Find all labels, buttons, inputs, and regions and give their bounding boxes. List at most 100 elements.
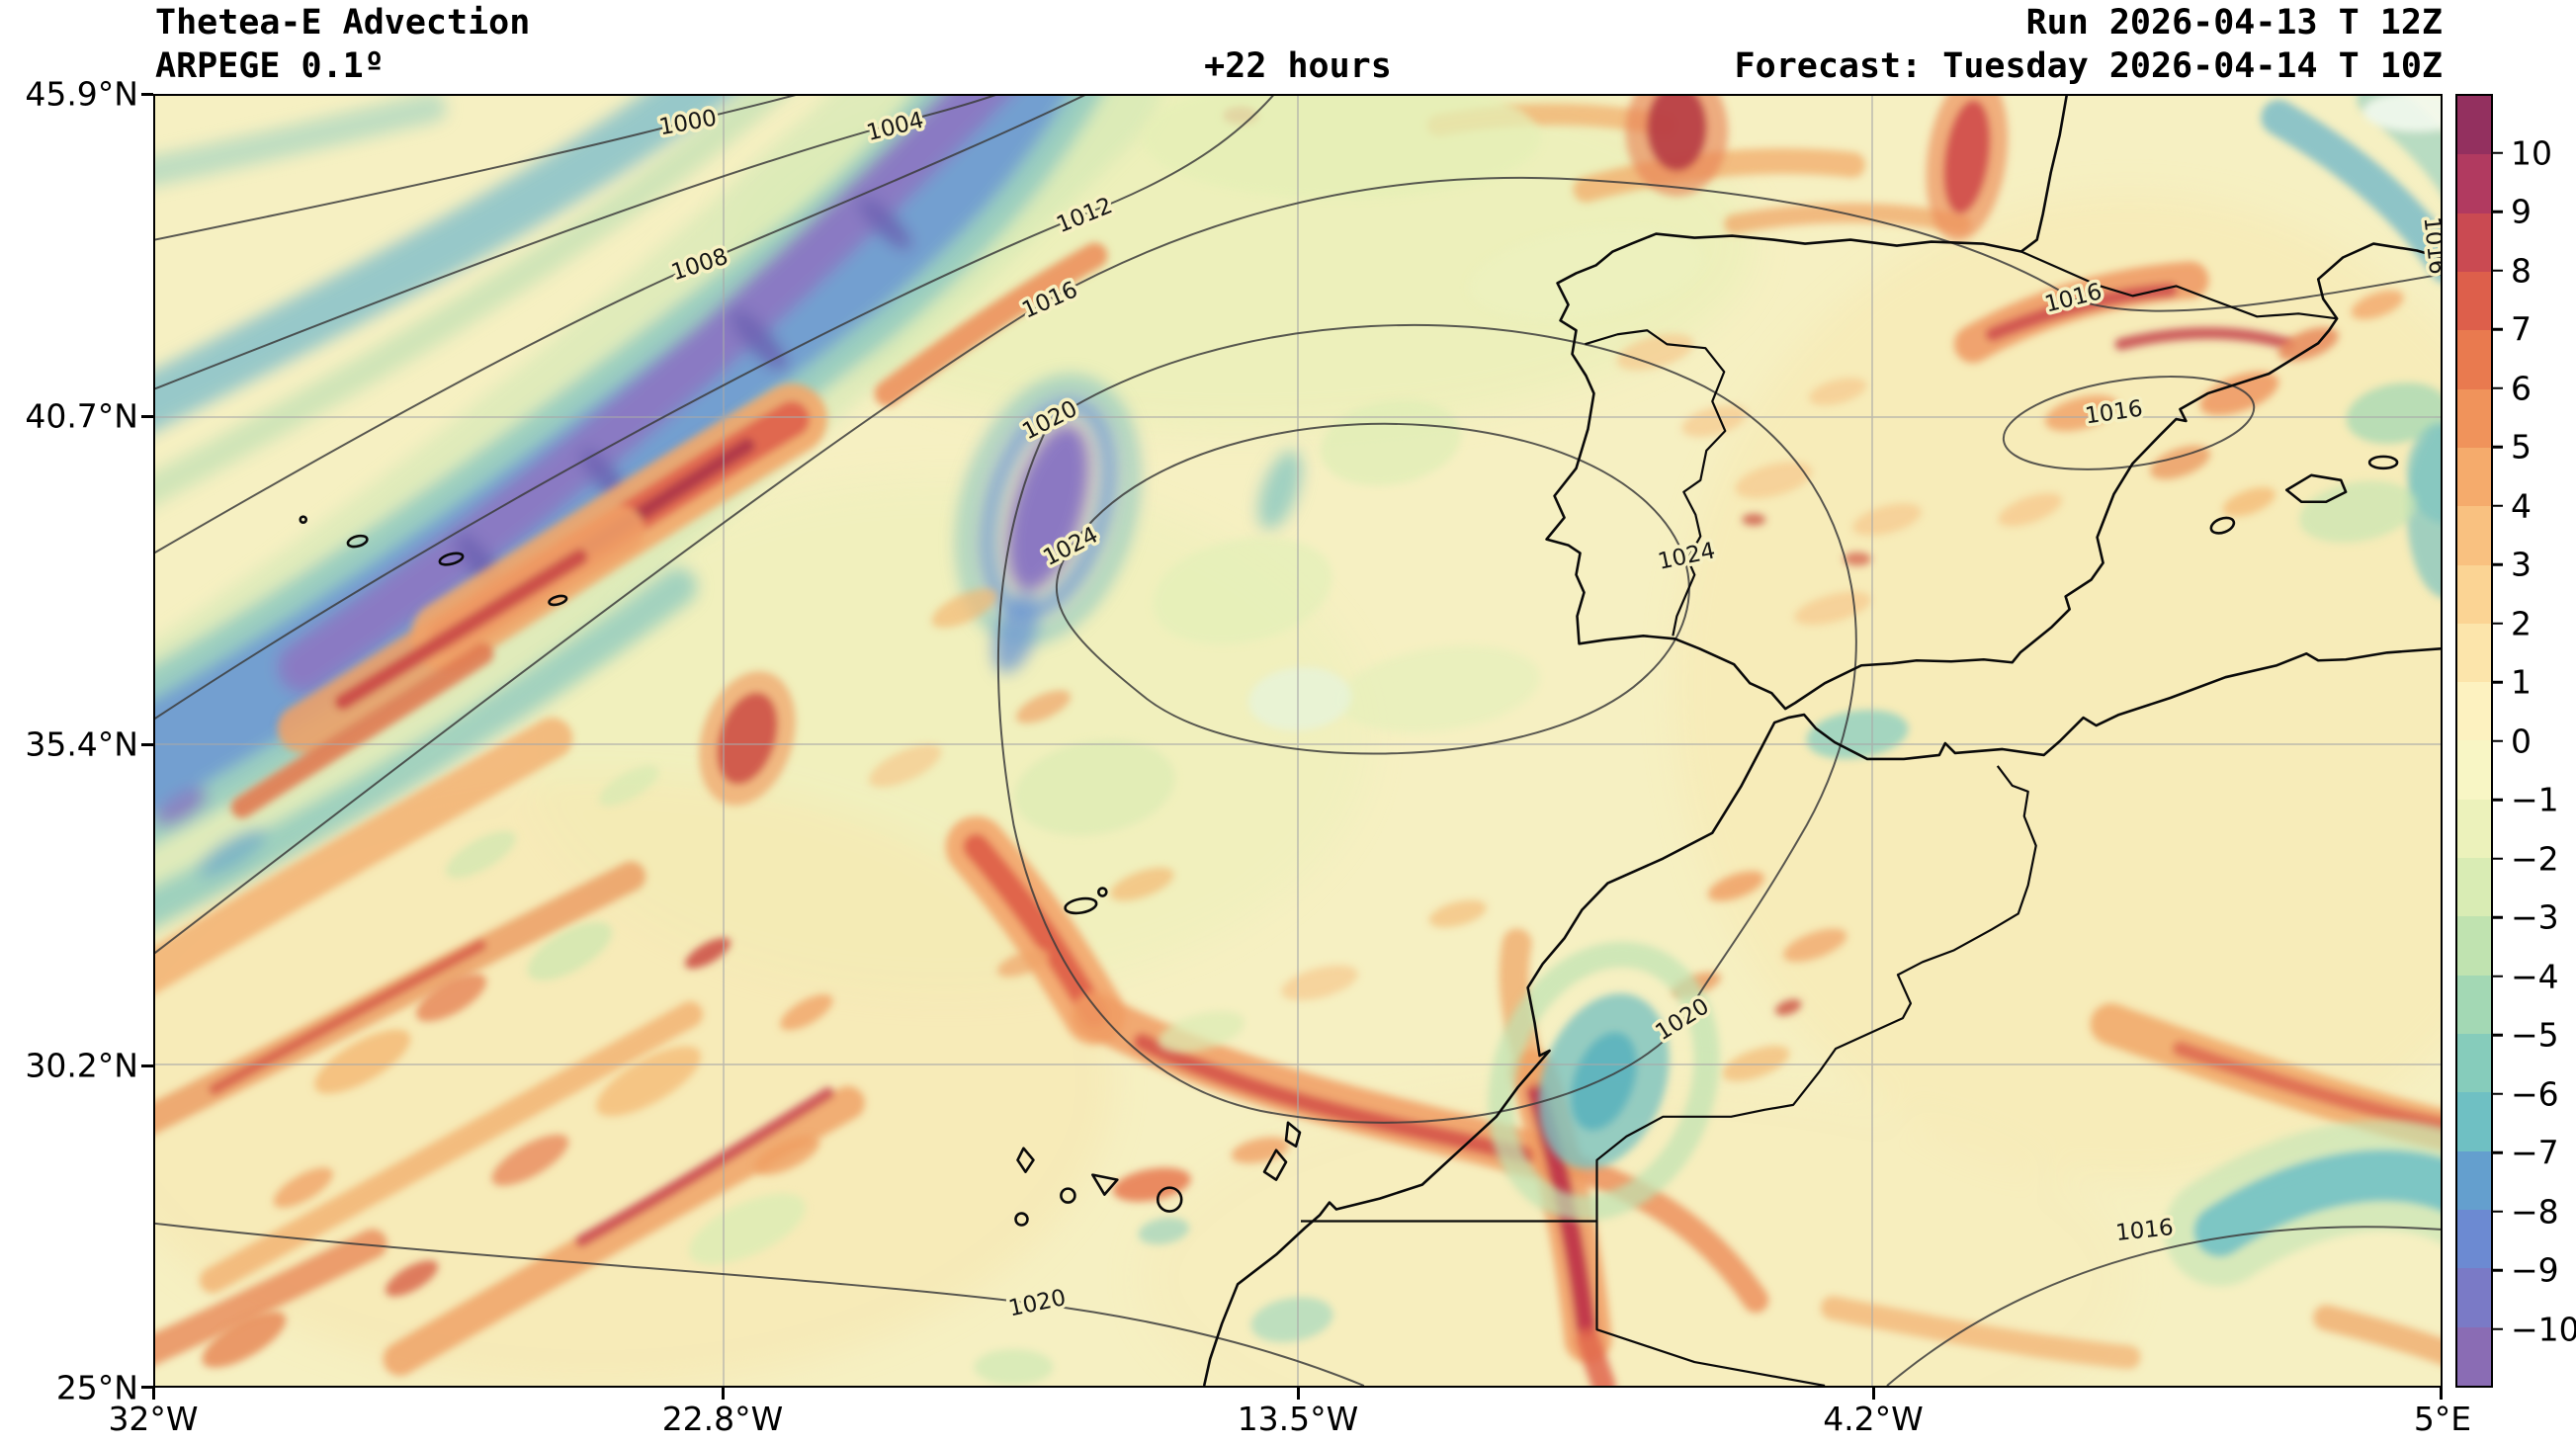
colorbar-tick-label: 6 [2511,369,2532,407]
colorbar-segment [2457,799,2491,859]
colorbar-tick-label: 10 [2511,133,2552,172]
ytick [141,1064,153,1067]
xtick [1297,1388,1300,1400]
model-label: ARPEGE 0.1º [155,46,385,86]
island-menorca [2367,455,2399,470]
colorbar-tick [2493,1268,2503,1272]
colorbar-segment [2457,1209,2491,1269]
colorbar-tick [2493,562,2503,566]
colorbar-segment [2457,96,2491,155]
colorbar-tick [2493,915,2503,919]
ytick-label: 35.4°N [25,724,138,764]
xtick-label: 5°E [2413,1400,2472,1438]
colorbar-tick [2493,269,2503,272]
xtick [1872,1388,1875,1400]
colorbar-tick [2493,1210,2503,1213]
colorbar-tick-label: −2 [2511,839,2559,878]
isobar-contours [155,96,2441,1386]
colorbar-tick-label: −9 [2511,1250,2559,1290]
colorbar-tick-label: −3 [2511,897,2559,937]
colorbar-tick [2493,857,2503,860]
colorbar-tick-label: 1 [2511,662,2532,702]
colorbar-gradient [2455,94,2493,1388]
island-gran-canaria [1156,1186,1183,1213]
advection-cool-patches [974,96,2441,1386]
border-western-sahara [1300,1220,1826,1386]
island-la-gomera [1060,1187,1076,1204]
colorbar-segment [2457,1150,2491,1210]
border-morocco-algeria [1595,765,2037,1222]
colorbar-tick-label: 5 [2511,427,2532,467]
island-lanzarote [1284,1121,1302,1148]
colorbar-tick [2493,622,2503,625]
xtick [152,1388,155,1400]
island-madeira [1064,896,1098,915]
ytick [141,93,153,96]
island-ibiza [2209,516,2236,535]
colorbar-tick-label: 4 [2511,486,2532,525]
colorbar-tick [2493,1092,2503,1095]
colorbar-tick-label: −6 [2511,1074,2559,1113]
colorbar-tick [2493,1327,2503,1330]
coastline-north-africa [1202,646,2441,1386]
colorbar-segment [2457,623,2491,683]
xtick-label: 22.8°W [661,1400,784,1438]
colorbar-segment [2457,447,2491,507]
map-canvas: 1000 1004 1008 1012 1016 1020 1024 1024 … [155,96,2441,1386]
coastlines-borders [299,96,2441,1386]
colorbar-segment [2457,213,2491,272]
colorbar-segment [2457,271,2491,331]
ytick-label: 40.7°N [25,396,138,436]
ytick [141,415,153,418]
island-mallorca [2284,473,2348,504]
island-azores-1 [346,534,369,549]
island-la-palma [1016,1147,1035,1173]
colorbar-segment [2457,975,2491,1034]
xtick-label: 13.5°W [1237,1400,1359,1438]
colorbar-segment [2457,330,2491,389]
coastline-iberia-france [1545,96,2441,711]
xtick-label: 4.2°W [1823,1400,1924,1438]
ytick-label: 25°N [55,1368,138,1407]
colorbar-segment [2457,564,2491,624]
island-azores-4 [299,515,308,524]
colorbar-segment [2457,1034,2491,1093]
xtick-label: 32°W [108,1400,199,1438]
advection-speckles [202,96,2404,1368]
colorbar-segment [2457,740,2491,800]
colorbar-segment [2457,916,2491,976]
colorbar-tick-label: 2 [2511,604,2532,642]
colorbar-tick-label: −10 [2511,1310,2576,1348]
colorbar-tick-label: 7 [2511,309,2532,349]
colorbar-tick [2493,327,2503,331]
colorbar-tick [2493,210,2503,213]
island-porto-santo [1097,887,1108,897]
colorbar-tick [2493,680,2503,684]
colorbar-segment [2457,682,2491,741]
island-tenerife [1091,1173,1119,1196]
island-fuerteventura [1262,1148,1288,1181]
colorbar-tick-label: 0 [2511,722,2532,760]
graticule [155,96,2441,1386]
run-label: Run 2026-04-13 T 12Z [2025,3,2443,43]
colorbar-tick [2493,975,2503,978]
island-azores-2 [438,552,465,566]
colorbar-tick-label: −5 [2511,1015,2559,1055]
colorbar-segment [2457,506,2491,565]
xtick [722,1388,725,1400]
ytick-label: 30.2°N [25,1046,138,1085]
colorbar-tick-label: −4 [2511,957,2559,995]
colorbar-tick-label: −1 [2511,780,2559,819]
border-portugal-spain [1585,329,1727,637]
border-france-spain [2020,250,2338,320]
island-azores-3 [548,594,568,607]
colorbar-tick [2493,445,2503,449]
colorbar-tick-label: 9 [2511,192,2532,231]
colorbar-segment [2457,388,2491,448]
colorbar-segment [2457,1268,2491,1327]
ytick [141,743,153,746]
colorbar-segment [2457,1092,2491,1151]
colorbar-tick [2493,739,2503,742]
plot-title: Thetea-E Advection [155,3,531,43]
